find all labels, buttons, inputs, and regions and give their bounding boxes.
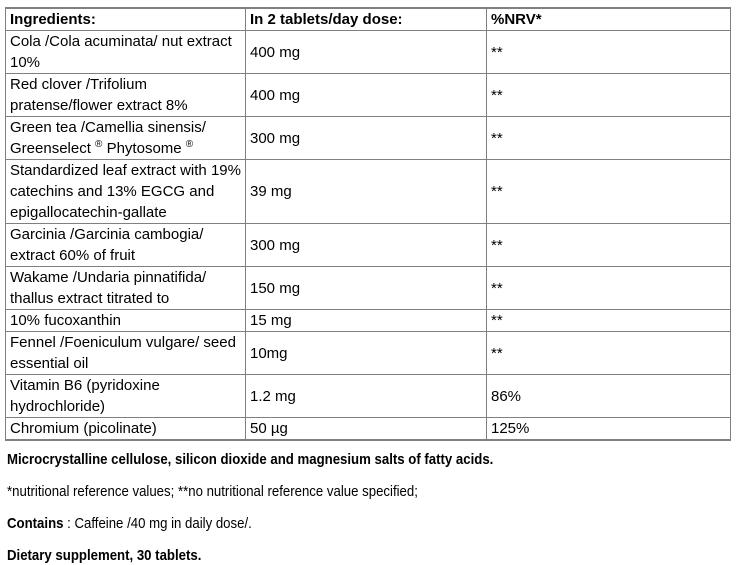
cell-ingredient: Cola /Cola acuminata/ nut extract 10% <box>5 30 246 74</box>
header-ingredients: Ingredients: <box>5 7 246 31</box>
cell-ingredient: Red clover /Trifolium pratense/flower ex… <box>5 73 246 117</box>
contains-label: Contains <box>7 515 64 532</box>
header-row: Ingredients: In 2 tablets/day dose: %NRV… <box>5 7 731 31</box>
table-row: Vitamin B6 (pyridoxine hydrochloride) 1.2… <box>5 374 731 418</box>
header-nrv: %NRV* <box>486 7 731 31</box>
cell-dose: 300 mg <box>245 116 487 160</box>
nrv-footnote: *nutritional reference values; **no nutr… <box>7 483 418 500</box>
header-dose: In 2 tablets/day dose: <box>245 7 487 31</box>
table-row: Wakame /Undaria pinnatifida/ thallus ext… <box>5 266 731 310</box>
table-row: Standardized leaf extract with 19% catec… <box>5 159 731 224</box>
cell-dose: 1.2 mg <box>245 374 487 418</box>
cell-dose: 10mg <box>245 331 487 375</box>
cell-nrv: ** <box>486 73 731 117</box>
contains-note: Contains : Caffeine /40 mg in daily dose… <box>7 515 653 533</box>
table-row: Red clover /Trifolium pratense/flower ex… <box>5 73 731 117</box>
cell-ingredient: Standardized leaf extract with 19% catec… <box>5 159 246 224</box>
table-row: Garcinia /Garcinia cambogia/ extract 60%… <box>5 223 731 267</box>
contains-text: : Caffeine /40 mg in daily dose/. <box>63 515 252 532</box>
cell-ingredient: Green tea /Camellia sinensis/ Greenselec… <box>5 116 246 160</box>
cell-nrv: ** <box>486 30 731 74</box>
cell-ingredient: 10% fucoxanthin <box>5 309 246 332</box>
supplement-note: Dietary supplement, 30 tablets. <box>7 547 202 564</box>
supplement-label-page: Ingredients: In 2 tablets/day dose: %NRV… <box>0 7 741 564</box>
ingredients-table-body: Cola /Cola acuminata/ nut extract 10% 400… <box>5 30 731 441</box>
cell-nrv: ** <box>486 223 731 267</box>
cell-nrv: 125% <box>486 417 731 441</box>
cell-ingredient: Wakame /Undaria pinnatifida/ thallus ext… <box>5 266 246 310</box>
cell-nrv: ** <box>486 309 731 332</box>
cell-ingredient: Vitamin B6 (pyridoxine hydrochloride) <box>5 374 246 418</box>
cell-nrv: ** <box>486 159 731 224</box>
table-row: Chromium (picolinate) 50 µg 125% <box>5 417 731 441</box>
cell-dose: 400 mg <box>245 30 487 74</box>
ingredients-table: Ingredients: In 2 tablets/day dose: %NRV… <box>5 7 731 441</box>
cell-ingredient: Chromium (picolinate) <box>5 417 246 441</box>
table-row: 10% fucoxanthin 15 mg ** <box>5 309 731 332</box>
cell-dose: 15 mg <box>245 309 487 332</box>
table-row: Fennel /Foeniculum vulgare/ seed essenti… <box>5 331 731 375</box>
cell-dose: 400 mg <box>245 73 487 117</box>
ingredients-table-header: Ingredients: In 2 tablets/day dose: %NRV… <box>5 7 731 31</box>
cell-dose: 50 µg <box>245 417 487 441</box>
cell-ingredient: Fennel /Foeniculum vulgare/ seed essenti… <box>5 331 246 375</box>
cell-nrv: ** <box>486 266 731 310</box>
cell-dose: 300 mg <box>245 223 487 267</box>
registered-trademark-symbol: ® <box>95 139 103 150</box>
table-row: Cola /Cola acuminata/ nut extract 10% 400… <box>5 30 731 74</box>
excipients-note: Microcrystalline cellulose, silicon diox… <box>7 451 494 468</box>
cell-dose: 150 mg <box>245 266 487 310</box>
cell-nrv: ** <box>486 116 731 160</box>
table-row: Green tea /Camellia sinensis/ Greenselec… <box>5 116 731 160</box>
registered-trademark-symbol: ® <box>185 139 194 150</box>
cell-nrv: 86% <box>486 374 731 418</box>
footnotes-section: Microcrystalline cellulose, silicon diox… <box>7 451 741 565</box>
cell-ingredient: Garcinia /Garcinia cambogia/ extract 60%… <box>5 223 246 267</box>
cell-dose: 39 mg <box>245 159 487 224</box>
cell-nrv: ** <box>486 331 731 375</box>
